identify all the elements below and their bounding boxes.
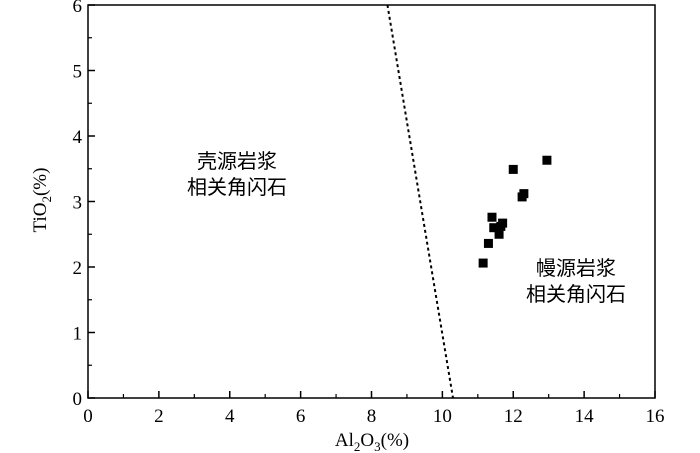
data-point <box>478 258 488 268</box>
y-tick-label: 2 <box>73 258 83 279</box>
plot-frame <box>87 4 656 399</box>
x-tick-label: 12 <box>504 406 523 427</box>
data-point <box>542 155 552 165</box>
data-point <box>519 189 529 199</box>
y-tick-label: 1 <box>73 324 83 345</box>
x-axis-ticks: 0 2 4 6 8 10 12 14 16 <box>83 391 665 427</box>
y-axis-title: TiO2(%) <box>30 168 54 233</box>
data-point <box>498 218 508 228</box>
mantle-label-line2: 相关角闪石 <box>526 282 626 306</box>
mantle-label-line1: 幔源岩浆 <box>536 256 616 280</box>
data-point <box>489 223 499 233</box>
divider-line <box>386 4 454 399</box>
x-tick-label: 0 <box>83 406 93 427</box>
crustal-label-line2: 相关角闪石 <box>187 175 287 199</box>
x-tick-label: 14 <box>575 406 595 427</box>
y-tick-label: 5 <box>73 62 83 83</box>
crustal-label-line1: 壳源岩浆 <box>197 149 277 173</box>
data-point <box>508 164 518 174</box>
x-tick-label: 16 <box>646 406 665 427</box>
data-point <box>494 229 504 239</box>
y-tick-label: 0 <box>73 389 83 410</box>
data-point <box>483 238 493 248</box>
x-tick-label: 4 <box>225 406 235 427</box>
x-tick-label: 8 <box>367 406 377 427</box>
y-tick-label: 6 <box>73 0 83 17</box>
y-tick-label: 4 <box>73 127 83 148</box>
x-tick-label: 6 <box>296 406 306 427</box>
x-tick-label: 2 <box>154 406 164 427</box>
x-tick-label: 10 <box>433 406 452 427</box>
data-points <box>478 155 552 268</box>
data-point <box>487 212 497 222</box>
x-axis-title: Al2O3(%) <box>335 430 409 453</box>
y-axis-ticks: 0 1 2 3 4 5 6 <box>73 0 95 410</box>
y-tick-label: 3 <box>73 193 83 214</box>
